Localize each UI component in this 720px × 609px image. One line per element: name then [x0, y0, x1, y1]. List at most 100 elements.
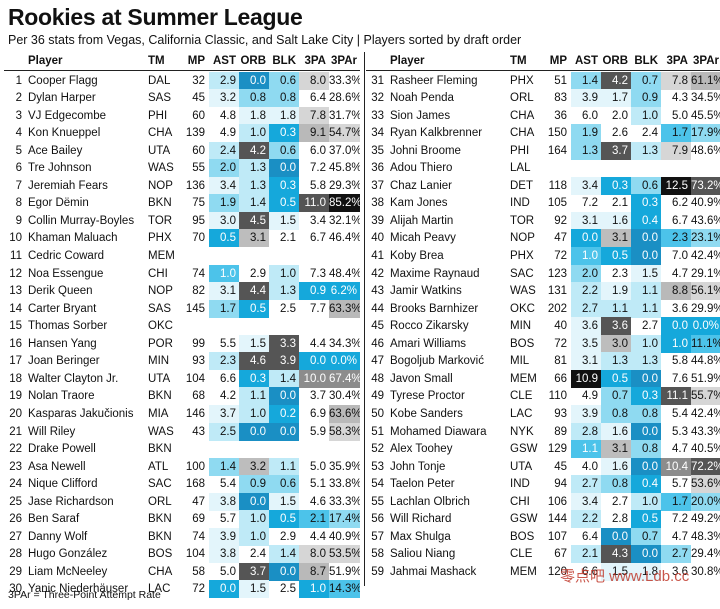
cell-orb: 4.4 — [239, 282, 269, 301]
cell-player: Mohamed Diawara — [390, 425, 487, 438]
watermark: 零点吧 www.Ldb.cc — [560, 568, 690, 585]
cell-orb — [239, 247, 269, 265]
cell-player: Khaman Maluach — [28, 232, 118, 245]
cell-tpar: 73.2% — [691, 176, 720, 195]
cell-blk: 2.9 — [280, 530, 296, 543]
cell-blk — [269, 317, 299, 335]
cell-tm: UTA — [148, 372, 171, 385]
column-header-tpar: 3PAr — [331, 55, 357, 67]
cell-tpa: 6.0 — [310, 144, 326, 157]
cell-blk: 0.4 — [631, 211, 661, 230]
cell-tpa: 0.0 — [661, 317, 691, 336]
cell-mp: 45 — [554, 460, 567, 473]
cell-tpar: 29.9% — [691, 302, 720, 315]
cell-tpar: 33.8% — [329, 478, 360, 491]
cell-tpar: 54.7% — [329, 124, 360, 143]
cell-blk: 1.1 — [631, 282, 661, 301]
cell-tpar: 63.3% — [329, 299, 360, 318]
cell-mp: 47 — [192, 495, 205, 508]
cell-orb: 0.8 — [601, 475, 631, 494]
cell-rank: 22 — [9, 443, 22, 456]
cell-mp: 168 — [185, 478, 205, 491]
cell-player: Saliou Niang — [390, 548, 456, 561]
cell-blk: 0.7 — [631, 527, 661, 546]
cell-tpar: 32.1% — [329, 214, 360, 227]
column-header-tpar: 3PAr — [693, 55, 719, 67]
cell-tm: PHI — [510, 144, 530, 157]
cell-ast: 4.0 — [582, 460, 598, 473]
cell-player: Amari Williams — [390, 337, 467, 350]
cell-rank: 2 — [15, 92, 22, 105]
cell-rank: 16 — [9, 337, 22, 350]
cell-player: Sion James — [390, 109, 451, 122]
cell-rank: 17 — [9, 355, 22, 368]
cell-tm: BKN — [148, 443, 172, 456]
cell-tpar: 29.4% — [691, 548, 720, 561]
cell-tpar — [691, 159, 720, 177]
cell-ast: 6.6 — [220, 372, 236, 385]
cell-tpar: 48.3% — [691, 530, 720, 543]
cell-blk: 0.0 — [269, 387, 299, 406]
cell-tm: WAS — [510, 285, 536, 298]
cell-ast: 2.7 — [571, 299, 601, 318]
cell-ast: 2.5 — [209, 422, 239, 441]
cell-ast: 0.5 — [209, 229, 239, 248]
cell-ast: 2.8 — [571, 422, 601, 441]
table-row: 44 Brooks Barnhizer OKC 202 2.7 1.1 1.1 3.6 29.9… — [366, 299, 720, 318]
cell-player: Jahmai Mashack — [390, 565, 477, 578]
cell-ast: 2.0 — [209, 159, 239, 178]
cell-tpar: 67.4% — [329, 369, 360, 388]
cell-orb: 4.6 — [239, 352, 269, 371]
cell-rank: 54 — [371, 478, 384, 491]
column-header-rank — [366, 52, 384, 70]
cell-tm: GSW — [510, 443, 538, 456]
cell-player: Brooks Barnhizer — [390, 302, 479, 315]
table-row: 28 Hugo González BOS 104 3.8 2.4 1.4 8.0 53.5% — [4, 545, 360, 564]
cell-tpa: 12.5 — [661, 176, 691, 195]
column-header-blk: BLK — [272, 55, 296, 67]
cell-mp: 60 — [192, 109, 205, 122]
cell-rank: 51 — [371, 425, 384, 438]
cell-tpar: 53.5% — [329, 545, 360, 564]
column-header-ast: AST — [575, 55, 598, 67]
cell-mp: 66 — [554, 372, 567, 385]
cell-tm: CHI — [148, 267, 168, 280]
cell-tpa: 7.7 — [310, 302, 326, 315]
cell-player: Cooper Flagg — [28, 74, 98, 87]
cell-tpa: 4.4 — [310, 337, 326, 350]
cell-mp: 93 — [192, 355, 205, 368]
cell-orb: 0.8 — [601, 404, 631, 423]
table-row: 54 Taelon Peter IND 94 2.70.80.4 5.753.6% — [366, 475, 720, 494]
cell-orb: 4.5 — [239, 211, 269, 230]
cell-player: Taelon Peter — [390, 478, 455, 491]
cell-rank: 29 — [9, 565, 22, 578]
cell-orb: 1.8 — [239, 106, 269, 125]
cell-tpa: 5.4 — [672, 407, 688, 420]
cell-player: Koby Brea — [390, 250, 444, 262]
cell-ast: 2.3 — [209, 352, 239, 371]
cell-ast: 3.1 — [571, 211, 601, 230]
cell-ast: 4.8 — [220, 109, 236, 122]
table-row: 10 Khaman Maluach PHX 70 0.5 3.1 2.1 6.7 46.4% — [4, 229, 360, 248]
cell-player: Asa Newell — [28, 460, 86, 473]
cell-blk: 0.6 — [631, 176, 661, 195]
cell-rank: 34 — [371, 127, 384, 140]
cell-tpa: 4.7 — [672, 443, 688, 456]
column-header-tpa: 3PA — [304, 55, 326, 67]
cell-tm: OKC — [510, 302, 535, 315]
cell-ast: 5.7 — [220, 513, 236, 526]
table-row: 39 Alijah Martin TOR 92 3.11.60.4 6.743.6% — [366, 211, 720, 230]
cell-ast: 2.0 — [571, 264, 601, 283]
table-row: 31 Rasheer Fleming PHX 51 1.44.20.77.861.1% — [366, 71, 720, 90]
cell-rank: 24 — [9, 478, 22, 491]
cell-ast: 1.1 — [571, 440, 601, 459]
cell-player: Nolan Traore — [28, 390, 95, 403]
table-row: 23 Asa Newell ATL 100 1.4 3.2 1.1 5.0 35.9% — [4, 457, 360, 476]
cell-tpa: 11.1 — [661, 387, 691, 406]
cell-tm: BKN — [148, 530, 172, 543]
cell-mp: 95 — [192, 214, 205, 227]
table-row: 42 Maxime Raynaud SAC 123 2.0 2.31.5 4.729.1% — [366, 264, 720, 283]
table-row: 46 Amari Williams BOS 72 3.5 3.0 1.0 1.0 11.1% — [366, 334, 720, 353]
cell-tpa: 11.0 — [299, 194, 329, 213]
cell-rank: 38 — [371, 197, 384, 210]
